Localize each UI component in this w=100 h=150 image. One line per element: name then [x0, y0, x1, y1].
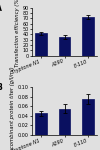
Bar — [35, 33, 47, 56]
Text: A: A — [0, 4, 2, 13]
Bar — [35, 113, 47, 135]
Y-axis label: Transfection efficiency (%): Transfection efficiency (%) — [15, 0, 20, 67]
Y-axis label: Recombinant protein titer (g/l/ml): Recombinant protein titer (g/l/ml) — [10, 67, 15, 150]
Bar — [82, 17, 94, 56]
Bar — [82, 99, 94, 135]
Bar — [59, 37, 70, 56]
Text: B: B — [0, 83, 2, 92]
Bar — [59, 109, 70, 135]
